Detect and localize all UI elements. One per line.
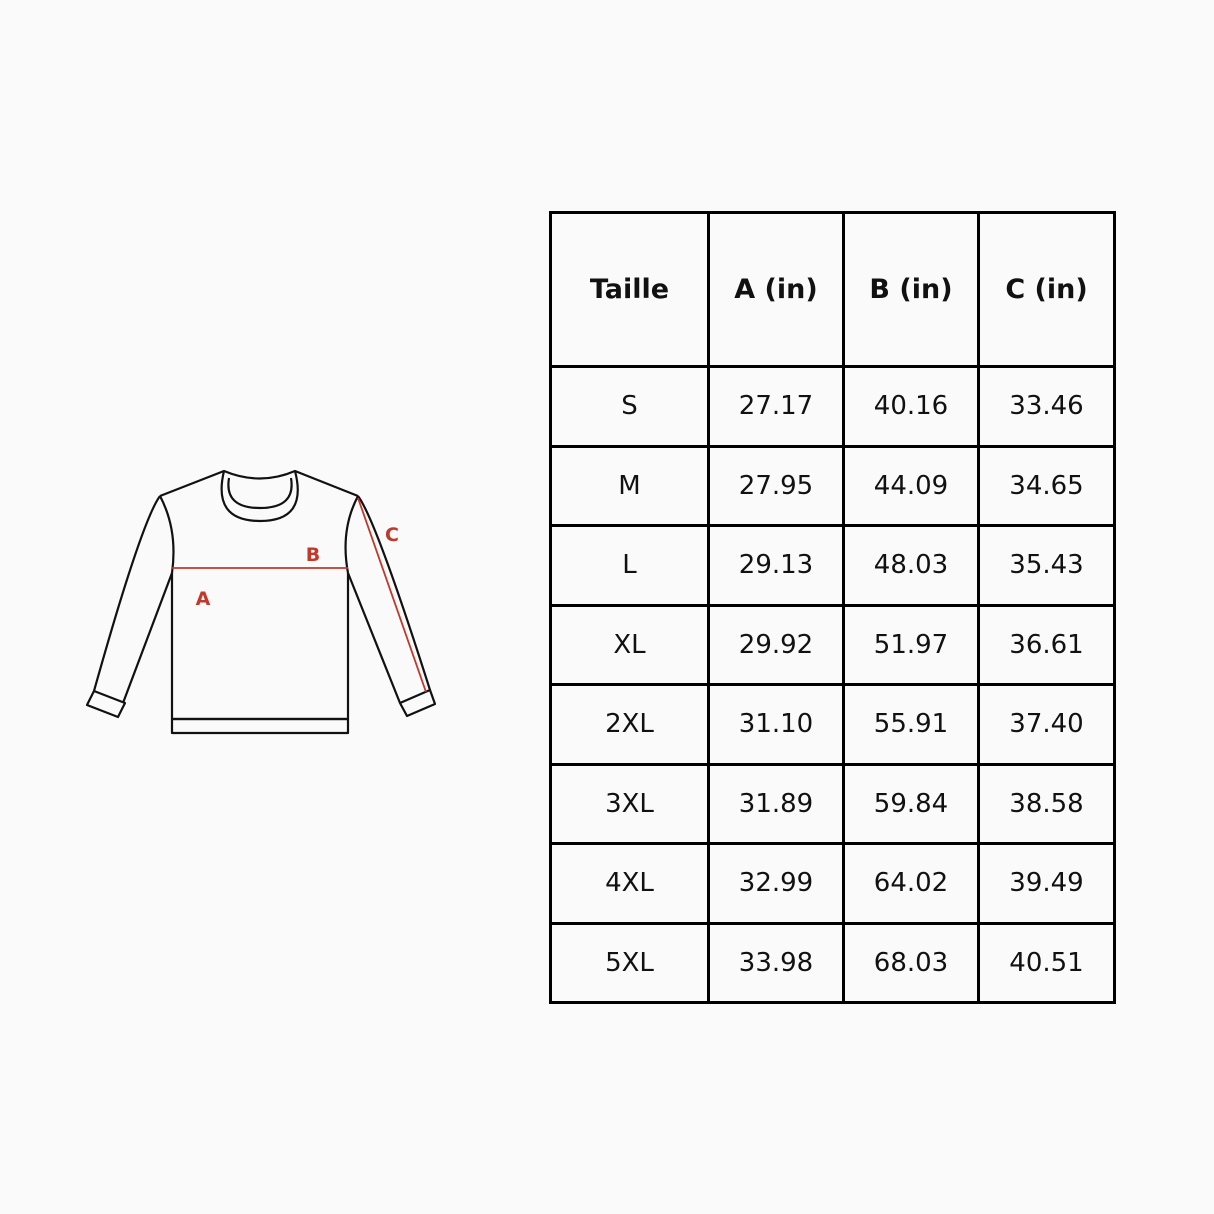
- table-row: 2XL 31.10 55.91 37.40: [549, 683, 1116, 766]
- table-row: 3XL 31.89 59.84 38.58: [549, 762, 1116, 845]
- cell-b: 55.91: [842, 683, 980, 766]
- label-b: B: [306, 544, 320, 566]
- collar: [220, 470, 299, 523]
- cell-c: 37.40: [977, 683, 1116, 766]
- cell-b: 68.03: [842, 921, 980, 1004]
- right-sleeve: [346, 495, 432, 704]
- table-row: M 27.95 44.09 34.65: [549, 444, 1116, 527]
- cell-c: 36.61: [977, 603, 1116, 686]
- table-row: S 27.17 40.16 33.46: [549, 365, 1116, 448]
- table-row: L 29.13 48.03 35.43: [549, 524, 1116, 607]
- cell-b: 48.03: [842, 524, 980, 607]
- header-b: B (in): [842, 211, 980, 368]
- header-c: C (in): [977, 211, 1116, 368]
- cell-size: 2XL: [549, 683, 710, 766]
- cell-b: 44.09: [842, 444, 980, 527]
- cell-b: 51.97: [842, 603, 980, 686]
- cell-a: 31.10: [707, 683, 845, 766]
- left-sleeve: [92, 495, 174, 704]
- right-cuff: [398, 688, 437, 718]
- measure-line-c: [357, 497, 427, 693]
- cell-size: M: [549, 444, 710, 527]
- cell-size: 3XL: [549, 762, 710, 845]
- cell-c: 39.49: [977, 842, 1116, 925]
- cell-a: 33.98: [707, 921, 845, 1004]
- cell-c: 38.58: [977, 762, 1116, 845]
- cell-a: 27.95: [707, 444, 845, 527]
- header-a: A (in): [707, 211, 845, 368]
- cell-a: 31.89: [707, 762, 845, 845]
- cell-a: 32.99: [707, 842, 845, 925]
- hem-band: [170, 717, 350, 735]
- cell-a: 27.17: [707, 365, 845, 448]
- cell-size: L: [549, 524, 710, 607]
- cell-a: 29.92: [707, 603, 845, 686]
- cell-size: S: [549, 365, 710, 448]
- table-row: 5XL 33.98 68.03 40.51: [549, 921, 1116, 1004]
- cell-a: 29.13: [707, 524, 845, 607]
- header-size: Taille: [549, 211, 710, 368]
- table-row: XL 29.92 51.97 36.61: [549, 603, 1116, 686]
- cell-c: 40.51: [977, 921, 1116, 1004]
- cell-c: 33.46: [977, 365, 1116, 448]
- cell-b: 64.02: [842, 842, 980, 925]
- sweater-outline: [85, 469, 437, 735]
- label-a: A: [196, 588, 211, 610]
- cell-c: 35.43: [977, 524, 1116, 607]
- cell-size: 4XL: [549, 842, 710, 925]
- cell-c: 34.65: [977, 444, 1116, 527]
- cell-size: XL: [549, 603, 710, 686]
- table-row: 4XL 32.99 64.02 39.49: [549, 842, 1116, 925]
- cell-b: 59.84: [842, 762, 980, 845]
- cell-b: 40.16: [842, 365, 980, 448]
- left-cuff: [85, 689, 127, 719]
- size-table: Taille A (in) B (in) C (in) S 27.17 40.16 3…: [549, 211, 1116, 1004]
- header-row: Taille A (in) B (in) C (in): [549, 211, 1116, 368]
- cell-size: 5XL: [549, 921, 710, 1004]
- label-c: C: [385, 524, 399, 546]
